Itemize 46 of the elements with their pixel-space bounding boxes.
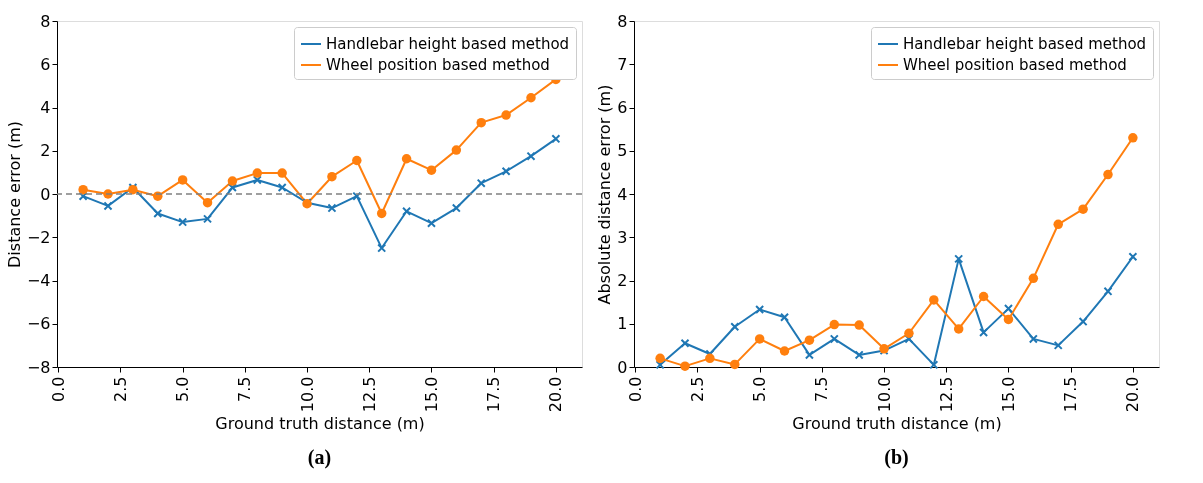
x-tick-label: 5.0: [750, 376, 770, 402]
x-tick-label: 2.5: [110, 376, 130, 402]
x-axis-title: Ground truth distance (m): [792, 414, 1002, 434]
y-tick-label: 6: [40, 54, 51, 74]
y-tick-label: −6: [26, 314, 51, 334]
x-tick-label: 17.5: [484, 376, 504, 413]
x-tick-label: 10.0: [874, 376, 894, 413]
x-tick-label: 5.0: [173, 376, 193, 402]
y-tick-label: −2: [26, 227, 51, 247]
x-tick-label: 12.5: [936, 376, 956, 413]
text: (b): [884, 445, 909, 469]
x-tick-label: 0.0: [625, 376, 645, 402]
x-tick-label: 7.5: [235, 376, 255, 402]
y-tick-label: 0: [617, 357, 628, 377]
y-tick-label: 5: [617, 141, 628, 161]
y-tick-label: 0: [40, 184, 51, 204]
y-tick-label: 2: [617, 271, 628, 290]
y-tick-label: 2: [40, 141, 51, 161]
y-tick-label: 3: [617, 227, 628, 247]
legend-label: Wheel position based method: [903, 56, 1127, 74]
y-tick-label: 4: [617, 184, 628, 204]
x-tick-label: 15.0: [421, 376, 441, 413]
y-tick-label: 4: [40, 98, 51, 117]
x-tick-label: 10.0: [297, 376, 317, 413]
y-axis-title: Distance error (m): [4, 121, 24, 268]
y-axis-title: Absolute distance error (m): [595, 84, 615, 305]
x-tick-label: 20.0: [1123, 376, 1143, 413]
legend-label: Handlebar height based method: [326, 35, 570, 53]
legend-label: Wheel position based method: [326, 56, 550, 74]
y-tick-label: 8: [617, 11, 628, 31]
x-tick-label: 20.0: [546, 376, 566, 413]
y-tick-label: 8: [40, 11, 51, 31]
x-tick-label: 7.5: [812, 376, 832, 402]
y-tick-label: 6: [617, 98, 628, 117]
text: (a): [307, 445, 332, 469]
x-tick-label: 12.5: [359, 376, 379, 413]
y-tick-label: −4: [26, 271, 51, 290]
legend-label: Handlebar height based method: [903, 35, 1147, 53]
x-tick-label: 15.0: [998, 376, 1018, 413]
y-tick-label: −8: [26, 357, 51, 377]
y-tick-label: 1: [617, 314, 628, 334]
x-axis-title: Ground truth distance (m): [215, 414, 425, 434]
y-tick-label: 7: [617, 54, 628, 74]
x-tick-label: 17.5: [1061, 376, 1081, 413]
x-tick-label: 0.0: [48, 376, 68, 402]
x-tick-label: 2.5: [687, 376, 707, 402]
